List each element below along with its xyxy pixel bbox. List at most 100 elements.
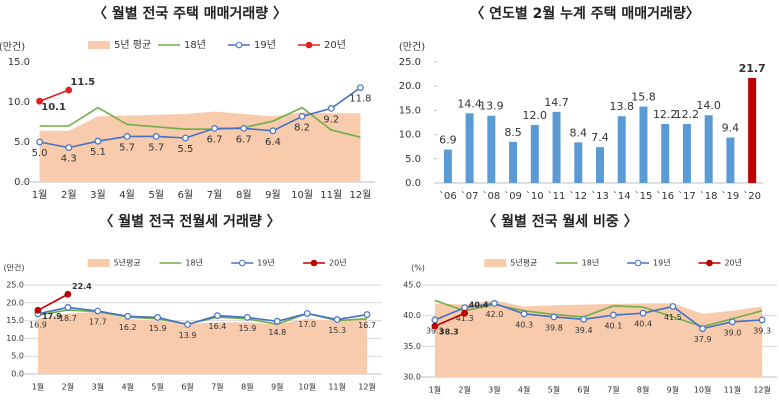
y-axis-label: (만건) <box>0 41 25 53</box>
legend-marker <box>305 41 313 49</box>
marker <box>580 315 588 323</box>
x-tick-label: `12 <box>569 190 587 202</box>
legend-marker <box>235 41 243 49</box>
x-tick-label: `13 <box>591 190 609 202</box>
marker <box>124 312 132 320</box>
y-tick-label: 30.0 <box>403 373 421 382</box>
y-tick-label: 15.0 <box>6 316 24 325</box>
marker <box>461 309 469 317</box>
area <box>39 111 361 182</box>
marker <box>211 124 218 132</box>
data-label: 7.4 <box>591 131 609 144</box>
x-tick-label: 5월 <box>148 189 164 201</box>
x-tick-label: 11월 <box>320 189 342 201</box>
x-tick-label: 4월 <box>119 189 135 201</box>
x-tick-label: `14 <box>613 190 631 202</box>
y-tick-label: 25.0 <box>6 281 24 290</box>
chart-title: 〈 월별 전국 월세 비중 〉 <box>482 213 637 230</box>
marker <box>461 304 469 312</box>
legend-label: 20년 <box>724 258 742 268</box>
x-tick-label: 6월 <box>577 385 589 395</box>
marker <box>34 306 42 314</box>
marker <box>639 309 647 317</box>
marker <box>431 316 439 324</box>
y-tick-label: 25.0 <box>399 57 421 68</box>
x-tick-label: `07 <box>461 190 479 202</box>
data-label: 15.3 <box>328 326 346 335</box>
bar <box>639 106 648 183</box>
legend-label: 18년 <box>582 258 600 268</box>
x-tick-label: `09 <box>504 190 522 202</box>
x-tick-label: 8월 <box>637 385 649 395</box>
data-label: 16.9 <box>29 320 47 329</box>
data-label: 8.4 <box>570 126 588 139</box>
x-tick-label: 7월 <box>207 189 223 201</box>
y-tick-label: 20.0 <box>6 298 24 307</box>
legend-swatch <box>484 259 507 267</box>
marker <box>273 317 281 325</box>
marker <box>550 313 558 321</box>
x-tick-label: 9월 <box>265 189 281 201</box>
x-tick-label: 1월 <box>32 189 48 201</box>
data-label: 39.8 <box>545 323 563 332</box>
legend-label: 19년 <box>257 258 275 268</box>
x-tick-label: 8월 <box>241 382 253 392</box>
data-label: 18.7 <box>59 314 77 323</box>
line <box>39 89 70 102</box>
data-label: 16.4 <box>209 322 227 331</box>
marker <box>520 310 528 318</box>
y-axis-label: (%) <box>411 264 425 273</box>
marker <box>94 307 102 315</box>
y-tick-label: 35.0 <box>403 342 421 351</box>
bar <box>465 113 474 183</box>
marker <box>758 316 766 324</box>
y-tick-label: 15.0 <box>8 57 30 68</box>
legend-label: 5년평균 <box>114 258 141 268</box>
marker <box>94 137 102 145</box>
marker <box>214 312 221 320</box>
data-label: 11.5 <box>70 77 95 88</box>
bar <box>617 116 626 183</box>
bar <box>552 111 561 183</box>
bar <box>443 149 452 183</box>
x-tick-label: 9월 <box>667 385 679 395</box>
x-tick-label: 12월 <box>349 189 371 201</box>
line <box>37 293 69 311</box>
marker <box>152 132 160 140</box>
data-label: 12.0 <box>523 109 548 122</box>
x-tick-label: 7월 <box>607 385 619 395</box>
marker <box>699 325 707 332</box>
data-label: 11.8 <box>349 94 371 105</box>
x-tick-label: `11 <box>548 190 566 202</box>
x-tick-label: 10월 <box>291 189 313 201</box>
data-label: 9.2 <box>323 114 339 125</box>
legend-label: 19년 <box>254 39 276 51</box>
data-label: 15.9 <box>149 324 167 333</box>
x-tick-label: 3월 <box>488 385 500 395</box>
data-label: 17.0 <box>298 320 316 329</box>
marker <box>333 316 341 323</box>
x-tick-label: `15 <box>635 190 653 202</box>
bar <box>530 124 539 183</box>
data-label: 41.5 <box>664 313 682 322</box>
data-label: 22.4 <box>72 282 92 291</box>
data-label: 15.9 <box>238 324 256 333</box>
marker <box>357 84 364 91</box>
data-label: 6.7 <box>207 134 223 145</box>
y-tick-label: 10.0 <box>8 97 30 108</box>
x-tick-label: 10월 <box>298 382 316 392</box>
x-tick-label: 8월 <box>236 189 252 201</box>
marker <box>123 132 131 140</box>
marker <box>431 322 439 330</box>
legend-swatch <box>87 259 110 267</box>
bar <box>748 77 757 183</box>
x-tick-label: `18 <box>700 190 718 202</box>
x-tick-label: 12월 <box>753 385 771 395</box>
y-tick-label: 15.0 <box>399 105 421 116</box>
data-label: 39.4 <box>575 326 593 335</box>
x-tick-label: 1월 <box>32 382 44 392</box>
legend-label: 5년 평균 <box>114 39 151 51</box>
x-tick-label: 9월 <box>271 382 283 392</box>
legend-label: 18년 <box>185 258 203 268</box>
